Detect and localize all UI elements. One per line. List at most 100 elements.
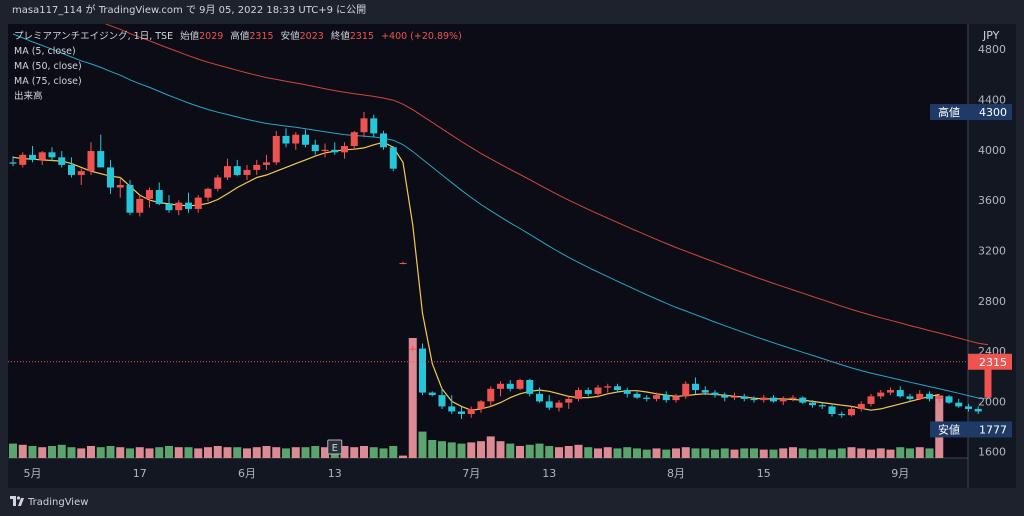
volume-bar: [9, 443, 17, 458]
price-label-name-badge: [930, 104, 968, 121]
candle-body: [838, 413, 846, 416]
volume-bar: [87, 446, 95, 458]
volume-bar: [837, 448, 846, 458]
volume-bar: [574, 444, 583, 458]
volume-bar: [759, 449, 768, 458]
current-price-value: 2315: [979, 356, 1007, 369]
candle: [165, 195, 173, 213]
price-label-value: 1777: [979, 423, 1007, 436]
legend-low-value: 2023: [299, 31, 324, 42]
volume-bar: [623, 447, 632, 458]
candle: [916, 390, 924, 401]
volume-bar: [262, 446, 271, 458]
candle-body: [321, 149, 329, 152]
candle-body: [721, 395, 729, 398]
candle-body: [701, 390, 709, 393]
candle: [575, 387, 582, 402]
candle-body: [545, 401, 553, 408]
candle-body: [848, 408, 855, 416]
volume-bar: [740, 448, 749, 458]
price-label-value-badge: [968, 104, 1012, 121]
candle: [633, 391, 641, 399]
volume-bar: [106, 446, 115, 458]
candle: [789, 395, 797, 402]
candle: [243, 164, 251, 180]
candle-body: [77, 171, 85, 175]
candle: [926, 391, 933, 402]
candle: [487, 386, 495, 407]
candle-body: [29, 154, 36, 160]
footer-bar: TradingView: [0, 488, 1024, 516]
candle-body: [799, 397, 807, 403]
volume-bar: [750, 448, 758, 458]
candle-body: [448, 406, 456, 412]
volume-bar: [642, 449, 651, 458]
chart-legend: プレミアアンチエイジング, 1日, TSE 始値2029 高値2315 安値20…: [14, 29, 462, 104]
candle-body: [575, 390, 582, 399]
candle: [516, 378, 524, 391]
candle: [477, 400, 485, 413]
volume-bar: [477, 441, 485, 458]
candle-body: [399, 263, 407, 265]
candle-body: [935, 396, 943, 399]
candle-body: [555, 402, 563, 408]
volume-bar: [301, 447, 310, 458]
volume-bar: [399, 455, 407, 458]
time-axis-background: [8, 458, 968, 488]
volume-bar: [145, 448, 154, 458]
candle: [857, 401, 865, 412]
candle-body: [526, 380, 534, 394]
candle-body: [516, 380, 524, 389]
currency-label: JPY: [983, 29, 1000, 42]
candle-body: [682, 383, 690, 397]
price-label-name-badge: [930, 421, 968, 438]
legend-symbol-row: プレミアアンチエイジング, 1日, TSE 始値2029 高値2315 安値20…: [14, 29, 462, 44]
candle-body: [87, 151, 95, 172]
candle: [497, 381, 504, 397]
candle: [818, 402, 826, 409]
candle-body: [243, 169, 251, 175]
candle: [341, 142, 348, 159]
volume-bar: [389, 446, 398, 458]
candle-body: [789, 397, 797, 399]
candle-body: [214, 177, 222, 189]
candle-body: [877, 392, 885, 397]
legend-volume[interactable]: 出来高: [14, 91, 43, 102]
candle-body: [887, 390, 894, 393]
candle-body: [185, 202, 192, 209]
legend-ma50[interactable]: MA (50, close): [14, 61, 82, 72]
legend-ma5[interactable]: MA (5, close): [14, 46, 76, 57]
volume-bar: [594, 448, 602, 458]
legend-open-label: 始値: [180, 31, 200, 42]
candle-body: [643, 397, 651, 399]
candle: [740, 393, 748, 402]
tradingview-brand[interactable]: TradingView: [10, 496, 88, 508]
candle-body: [458, 411, 465, 414]
candle: [545, 395, 553, 411]
price-label-name: 安値: [938, 422, 960, 436]
price-tick-label: 3200: [978, 244, 1006, 257]
volume-bar: [564, 446, 573, 458]
candle: [87, 142, 95, 175]
volume-bar: [535, 443, 544, 458]
legend-ma75[interactable]: MA (75, close): [14, 76, 82, 87]
candle-body: [662, 395, 670, 401]
chart-panel[interactable]: 1600 2000 2400 2800 3200 3600 4000 4400 4800 5月 17…: [8, 24, 1016, 488]
volume-bar: [243, 448, 251, 458]
candle: [380, 130, 387, 150]
volume-bar: [828, 449, 836, 458]
candle-body: [506, 383, 514, 389]
candle-body: [438, 395, 446, 407]
earnings-marker: [327, 439, 343, 455]
candle-body: [282, 135, 290, 144]
current-price-badge: [968, 353, 1012, 370]
candle-body: [175, 202, 183, 211]
candle: [701, 386, 709, 396]
volume-bar: [272, 447, 281, 458]
volume-bar: [233, 447, 242, 458]
price-label-value: 4300: [979, 106, 1007, 119]
candle-body: [623, 390, 631, 394]
volume-bar: [847, 447, 856, 458]
price-label-value-badge: [968, 421, 1012, 438]
